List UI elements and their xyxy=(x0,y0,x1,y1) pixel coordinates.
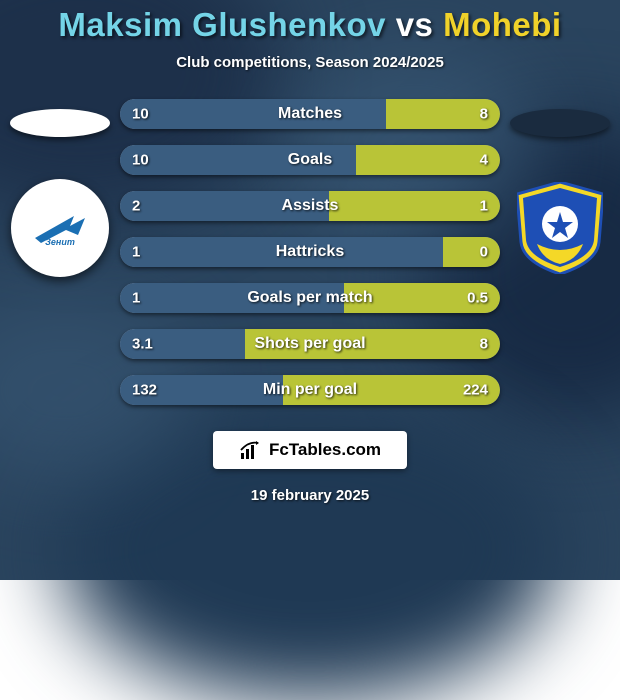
title-vs: vs xyxy=(396,6,434,43)
club-badge-zenit: Зенит xyxy=(11,179,109,277)
stat-label: Goals xyxy=(120,151,500,169)
stat-label: Matches xyxy=(120,105,500,123)
stat-label: Min per goal xyxy=(120,381,500,399)
fctables-icon xyxy=(239,439,261,461)
footer-site: FcTables.com xyxy=(269,440,381,460)
infographic-root: Maksim Glushenkov vs Mohebi Club competi… xyxy=(0,0,620,580)
stat-row: 132224Min per goal xyxy=(120,375,500,405)
stat-row: 104Goals xyxy=(120,145,500,175)
title: Maksim Glushenkov vs Mohebi xyxy=(58,6,561,44)
subtitle: Club competitions, Season 2024/2025 xyxy=(176,54,444,71)
stat-row: 10Hattricks xyxy=(120,237,500,267)
stat-bars: 108Matches 104Goals 21Assists 10Hattricks 10… xyxy=(120,99,500,405)
zenit-icon xyxy=(30,198,90,258)
stat-row: 3.18Shots per goal xyxy=(120,329,500,359)
footer-date: 19 february 2025 xyxy=(251,487,369,504)
stat-row: 21Assists xyxy=(120,191,500,221)
stat-label: Assists xyxy=(120,197,500,215)
rostov-shield-icon xyxy=(517,182,603,274)
main-row: Зенит 108Matches 104Goals 21Assists 10Hattr… xyxy=(0,99,620,405)
footer-badge: FcTables.com xyxy=(213,431,407,469)
rating-ellipse-left xyxy=(10,109,110,137)
stat-row: 10.5Goals per match xyxy=(120,283,500,313)
stat-label: Shots per goal xyxy=(120,335,500,353)
club-badge-rostov xyxy=(511,179,609,277)
left-side: Зенит xyxy=(0,99,120,277)
title-player2: Mohebi xyxy=(443,6,561,43)
rating-ellipse-right xyxy=(510,109,610,137)
stat-label: Hattricks xyxy=(120,243,500,261)
title-player1: Maksim Glushenkov xyxy=(58,6,386,43)
stat-row: 108Matches xyxy=(120,99,500,129)
zenit-text: Зенит xyxy=(45,237,75,247)
right-side xyxy=(500,99,620,277)
stat-label: Goals per match xyxy=(120,289,500,307)
